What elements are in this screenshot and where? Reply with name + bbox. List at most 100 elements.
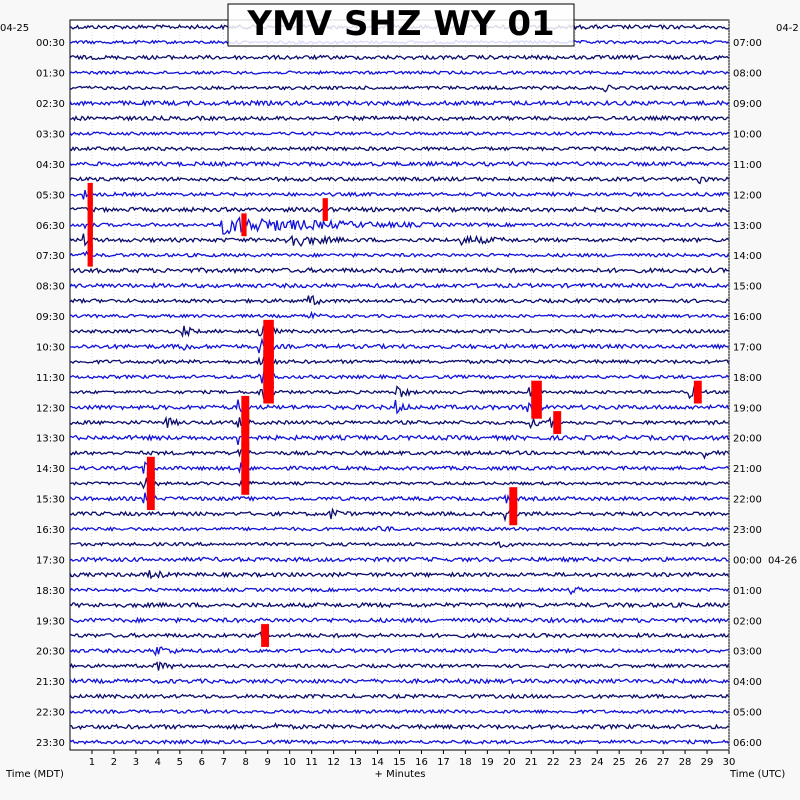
clipped-event-18 <box>263 380 274 404</box>
clipped-event-1 <box>87 198 93 221</box>
clipped-event-33 <box>146 456 155 480</box>
left-time-label: 10:30 <box>36 342 65 353</box>
trace-row-19 <box>70 310 729 320</box>
clipped-event-0 <box>87 182 93 206</box>
trace-row-41 <box>69 646 729 657</box>
trace-row-4 <box>69 84 729 93</box>
trace-row-15 <box>69 250 730 259</box>
left-time-label: 18:30 <box>36 586 65 597</box>
right-time-label: 09:00 <box>733 99 762 110</box>
right-time-label: 01:00 <box>733 586 762 597</box>
x-tick-label: 9 <box>265 757 271 768</box>
left-time-label: 16:30 <box>36 525 65 536</box>
right-time-label: 15:00 <box>733 282 762 293</box>
x-tick-label: 14 <box>371 757 384 768</box>
trace-row-17 <box>69 281 729 290</box>
trace-row-13 <box>69 216 729 235</box>
clipped-event-14 <box>263 319 274 343</box>
clipped-event-2 <box>87 213 93 237</box>
x-axis-label: + Minutes <box>375 769 426 780</box>
left-time-label: 07:30 <box>36 251 65 262</box>
left-time-label: 22:30 <box>36 708 65 719</box>
right-time-label: 03:00 <box>733 647 762 658</box>
left-time-label: 11:30 <box>36 373 65 384</box>
clipped-event-22 <box>241 441 250 465</box>
left-time-label: 08:30 <box>36 282 65 293</box>
x-tick-label: 6 <box>199 757 205 768</box>
clipped-event-37 <box>509 502 518 526</box>
right-time-label: 22:00 <box>733 495 762 506</box>
right-time-label: 16:00 <box>733 312 762 323</box>
trace-row-18 <box>69 294 729 306</box>
trace-row-25 <box>70 399 730 415</box>
clipped-event-19 <box>241 395 250 419</box>
trace-row-32 <box>69 507 729 523</box>
clipped-event-24 <box>241 471 250 495</box>
left-time-label: 03:30 <box>36 129 65 140</box>
trace-row-26 <box>69 415 729 430</box>
left-start-date: 04-25 <box>0 23 29 34</box>
x-tick-label: 24 <box>591 757 604 768</box>
trace-row-44 <box>69 693 729 700</box>
right-time-label: 00:00 <box>733 555 762 566</box>
right-time-label: 18:00 <box>733 373 762 384</box>
clipped-event-35 <box>146 487 155 511</box>
trace-row-43 <box>69 677 729 685</box>
clipped-event-43 <box>261 624 270 647</box>
clipped-event-30 <box>553 411 562 434</box>
clipped-event-31 <box>693 380 702 404</box>
trace-row-45 <box>69 708 729 715</box>
left-time-label: 12:30 <box>36 403 65 414</box>
trace-row-36 <box>69 569 730 580</box>
left-time-label: 00:30 <box>36 38 65 49</box>
x-tick-label: 18 <box>459 757 472 768</box>
trace-row-12 <box>69 206 729 214</box>
trace-row-27 <box>69 433 730 446</box>
trace-row-23 <box>69 371 730 384</box>
clipped-event-34 <box>146 471 155 495</box>
left-time-label: 20:30 <box>36 647 65 658</box>
trace-row-3 <box>69 69 729 76</box>
clipped-event-3 <box>87 228 93 252</box>
x-tick-label: 30 <box>723 757 736 768</box>
x-tick-label: 26 <box>635 757 648 768</box>
x-tick-label: 17 <box>437 757 450 768</box>
right-time-label: 11:00 <box>733 160 762 171</box>
trace-row-35 <box>69 555 729 563</box>
trace-row-33 <box>69 525 729 533</box>
right-time-label: 07:00 <box>733 38 762 49</box>
right-time-label: 23:00 <box>733 525 762 536</box>
left-time-label: 21:30 <box>36 677 65 688</box>
right-start-date: 04-2 <box>776 23 799 34</box>
left-time-label: 06:30 <box>36 221 65 232</box>
left-time-label: 19:30 <box>36 616 65 627</box>
x-tick-label: 4 <box>155 757 161 768</box>
clipped-event-23 <box>241 456 250 480</box>
right-time-label: 20:00 <box>733 434 762 445</box>
trace-row-2 <box>69 54 729 61</box>
x-tick-label: 22 <box>547 757 560 768</box>
trace-row-24 <box>69 385 729 400</box>
right-time-label: 14:00 <box>733 251 762 262</box>
x-tick-label: 19 <box>481 757 494 768</box>
left-time-label: 09:30 <box>36 312 65 323</box>
x-tick-label: 29 <box>701 757 714 768</box>
trace-row-42 <box>69 661 730 671</box>
trace-row-38 <box>69 601 730 609</box>
right-axis-label: Time (UTC) <box>729 769 785 780</box>
x-tick-label: 20 <box>503 757 516 768</box>
left-time-label: 02:30 <box>36 99 65 110</box>
x-tick-label: 11 <box>305 757 318 768</box>
left-time-label: 05:30 <box>36 190 65 201</box>
right-time-label: 19:00 <box>733 403 762 414</box>
trace-row-28 <box>69 448 729 460</box>
trace-row-9 <box>69 160 729 168</box>
clipped-event-16 <box>263 350 274 374</box>
trace-row-31 <box>69 492 729 504</box>
trace-row-29 <box>69 461 729 475</box>
x-tick-label: 8 <box>243 757 249 768</box>
trace-row-5 <box>69 99 730 108</box>
clipped-event-4 <box>87 243 93 267</box>
trace-row-34 <box>69 541 729 549</box>
